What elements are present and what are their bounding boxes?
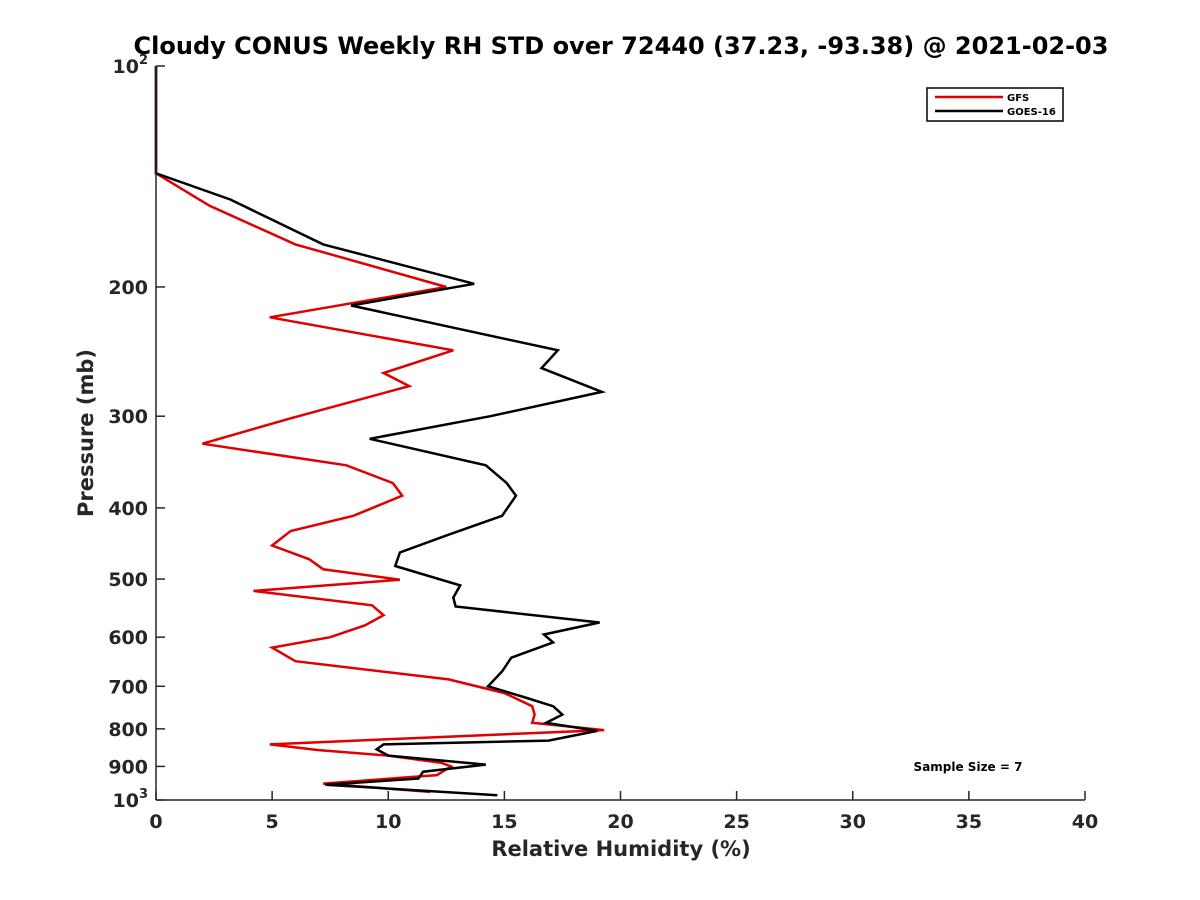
legend-label-goes16: GOES-16 <box>1007 107 1056 118</box>
x-tick-label: 30 <box>840 811 866 833</box>
y-tick-label: 600 <box>108 627 148 649</box>
y-axis-label: Pressure (mb) <box>74 349 98 517</box>
y-tick-label: 500 <box>108 569 148 591</box>
x-tick-label: 0 <box>149 811 162 833</box>
x-tick-label: 5 <box>266 811 279 833</box>
y-tick-label: 300 <box>108 406 148 428</box>
x-tick-label: 20 <box>607 811 633 833</box>
sample-size-annotation: Sample Size = 7 <box>914 760 1023 774</box>
y-tick-label: 103 <box>113 787 149 812</box>
x-tick-label: 40 <box>1072 811 1098 833</box>
legend-label-gfs: GFS <box>1007 93 1029 104</box>
y-tick-label: 700 <box>108 676 148 698</box>
legend-box <box>926 87 1064 122</box>
x-axis-label: Relative Humidity (%) <box>491 837 750 861</box>
y-tick-label: 800 <box>108 719 148 741</box>
legend: GFS GOES-16 <box>926 87 1064 122</box>
plot-area <box>154 66 607 797</box>
axis-ticks: 0 5 10 15 20 25 30 35 40 102 200 300 400 500 600 700 800… <box>108 53 1098 833</box>
x-tick-label: 10 <box>375 811 401 833</box>
y-tick-label: 900 <box>108 756 148 778</box>
y-tick-label: 200 <box>108 277 148 299</box>
y-tick-label: 400 <box>108 498 148 520</box>
y-tick-label: 102 <box>113 53 149 78</box>
x-tick-label: 15 <box>491 811 517 833</box>
x-tick-label: 35 <box>956 811 982 833</box>
series-line-gfs <box>154 66 605 794</box>
chart-title: Cloudy CONUS Weekly RH STD over 72440 (3… <box>134 32 1109 60</box>
series-line-goes16 <box>154 66 607 797</box>
x-tick-label: 25 <box>723 811 749 833</box>
